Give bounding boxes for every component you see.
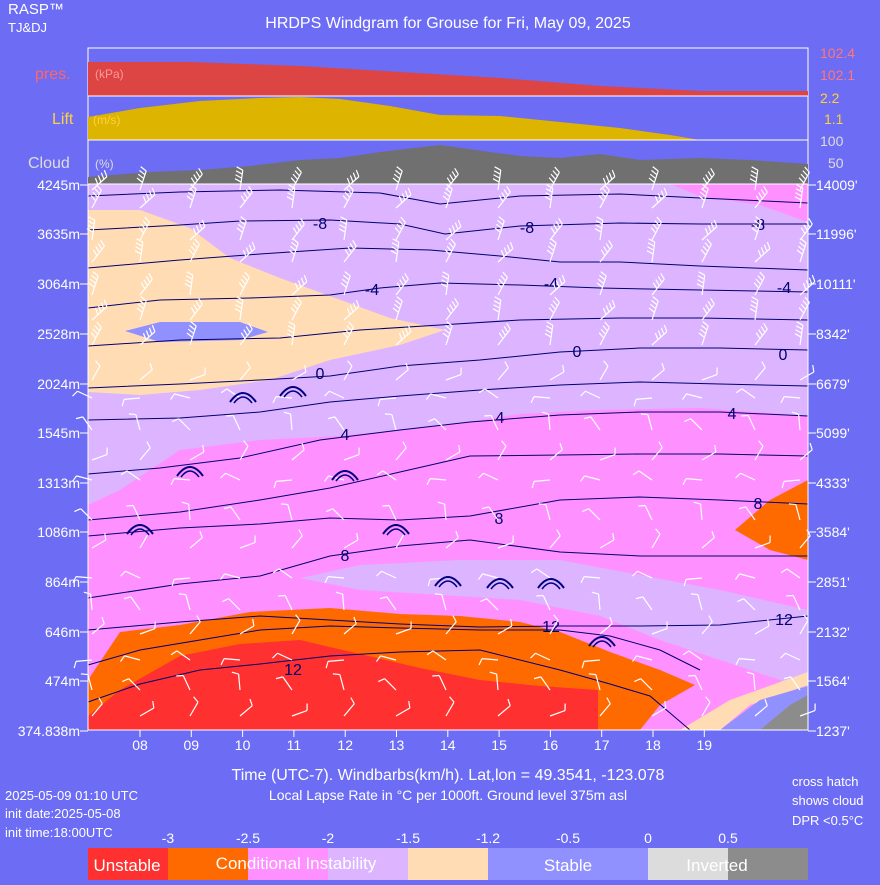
note-line-2: shows cloud [792, 793, 864, 808]
isotherm-label: 4 [496, 410, 505, 427]
cloud-panel: Cloud (%) 100 50 [28, 133, 844, 184]
isotherm-label: 12 [775, 612, 793, 629]
legend-tick: -0.5 [556, 830, 580, 846]
lift-tick-lo: 1.1 [824, 111, 844, 127]
hour-label: 17 [594, 737, 610, 753]
right-axis-label: 1237' [816, 723, 850, 739]
note-line-1: cross hatch [792, 774, 858, 789]
credit: TJ&DJ [8, 20, 47, 35]
brand: RASP™ [8, 1, 64, 18]
left-axis-label: 1313m [37, 475, 80, 491]
hour-label: 18 [645, 737, 661, 753]
pressure-panel: pres. (kPa) 102.4 102.1 [35, 45, 855, 96]
right-altitude-axis: 14009' 11996' 10111' 8342' 6679' 5099' 4333' 35… [808, 177, 858, 739]
pressure-label: pres. [35, 66, 71, 83]
hour-label: 11 [287, 737, 302, 753]
left-axis-label: 4245m [37, 177, 80, 193]
isotherm-label: 0 [316, 366, 325, 383]
left-axis-label: 474m [45, 673, 80, 689]
isotherm-label: -4 [365, 282, 379, 299]
hour-label: 19 [697, 737, 713, 753]
left-axis-label: 3635m [37, 226, 80, 242]
legend-tick: -2 [322, 830, 335, 846]
legend-label-conditional: Conditional Instability [216, 854, 377, 873]
pressure-tick-hi: 102.4 [820, 45, 855, 61]
hour-label: 14 [440, 737, 456, 753]
legend-tick: -1.2 [476, 830, 500, 846]
isotherm-label: -4 [777, 280, 791, 297]
pressure-unit: (kPa) [95, 67, 124, 81]
isotherm-label: -8 [313, 216, 327, 233]
right-axis-label: 2851' [816, 574, 850, 590]
cloud-label: Cloud [28, 155, 70, 172]
legend-ticks: -3 -2.5 -2 -1.5 -1.2 -0.5 0 0.5 [162, 830, 738, 846]
left-axis-label: 864m [45, 574, 80, 590]
lift-label: Lift [52, 111, 74, 128]
isotherm-label: 8 [341, 548, 350, 565]
lift-panel: Lift (m/s) 2.2 1.1 [52, 90, 844, 140]
left-altitude-axis: 4245m 3635m 3064m 2528m 2024m 1545m 1313m 1086m… [18, 177, 88, 739]
hour-label: 10 [235, 737, 251, 753]
legend-tick: 0 [644, 830, 652, 846]
hour-label: 15 [491, 737, 507, 753]
pressure-tick-lo: 102.1 [820, 67, 855, 83]
legend-tick: 0.5 [718, 830, 738, 846]
isotherm-label: 4 [341, 427, 350, 444]
note-line-3: DPR <0.5°C [792, 813, 863, 828]
x-axis-sublabel: Local Lapse Rate in °C per 1000ft. Groun… [269, 787, 627, 803]
isotherm-label: 8 [754, 496, 763, 513]
hour-label: 16 [543, 737, 559, 753]
isotherm-label: 0 [779, 347, 788, 364]
hour-label: 12 [337, 737, 353, 753]
legend-tick: -2.5 [236, 830, 260, 846]
left-axis-label: 1086m [37, 524, 80, 540]
cloud-tick-hi: 100 [820, 133, 844, 149]
right-axis-label: 8342' [816, 326, 850, 342]
chart-title: HRDPS Windgram for Grouse for Fri, May 0… [265, 15, 631, 32]
legend-tick: -3 [162, 830, 175, 846]
stability-field: -8 -8 -8 -4 -4 -4 0 0 0 4 4 4 8 8 8 12 1… [72, 167, 815, 730]
left-axis-label: 374.838m [18, 723, 80, 739]
init-date: init date:2025-05-08 [5, 806, 121, 821]
cloud-tick-lo: 50 [828, 155, 844, 171]
left-axis-label: 1545m [37, 425, 80, 441]
right-axis-label: 5099' [816, 425, 850, 441]
init-time: init time:18:00UTC [5, 825, 113, 840]
isotherm-label: 0 [573, 344, 582, 361]
right-axis-label: 6679' [816, 376, 850, 392]
legend-label-stable: Stable [544, 856, 592, 875]
legend-label-inverted: Inverted [686, 856, 747, 875]
hour-label: 13 [389, 737, 405, 753]
cloud-unit: (%) [95, 157, 114, 171]
lift-tick-hi: 2.2 [820, 90, 840, 106]
left-axis-label: 2528m [37, 326, 80, 342]
right-axis-label: 1564' [816, 673, 850, 689]
isotherm-label: -8 [520, 220, 534, 237]
left-axis-label: 3064m [37, 276, 80, 292]
time-axis: 08 09 10 11 12 13 14 15 16 17 18 19 [132, 730, 712, 753]
legend-label-unstable: Unstable [93, 856, 160, 875]
isotherm-label: 8 [495, 511, 504, 528]
right-axis-label: 4333' [816, 475, 850, 491]
right-axis-label: 14009' [816, 177, 858, 193]
legend-tick: -1.5 [396, 830, 420, 846]
run-time: 2025-05-09 01:10 UTC [5, 788, 138, 803]
isotherm-label: 12 [284, 662, 302, 679]
legend-swatch [408, 848, 488, 880]
right-axis-label: 11996' [816, 226, 857, 242]
right-axis-label: 2132' [816, 624, 850, 640]
hour-label: 08 [132, 737, 148, 753]
lift-unit: (m/s) [93, 113, 120, 127]
right-axis-label: 10111' [816, 276, 856, 292]
isotherm-label: -4 [544, 276, 558, 293]
hour-label: 09 [184, 737, 200, 753]
isotherm-label: 4 [728, 406, 737, 423]
x-axis-label: Time (UTC-7). Windbarbs(km/h). Lat,lon =… [232, 767, 665, 784]
right-axis-label: 3584' [816, 524, 850, 540]
left-axis-label: 2024m [37, 376, 80, 392]
left-axis-label: 646m [45, 624, 80, 640]
